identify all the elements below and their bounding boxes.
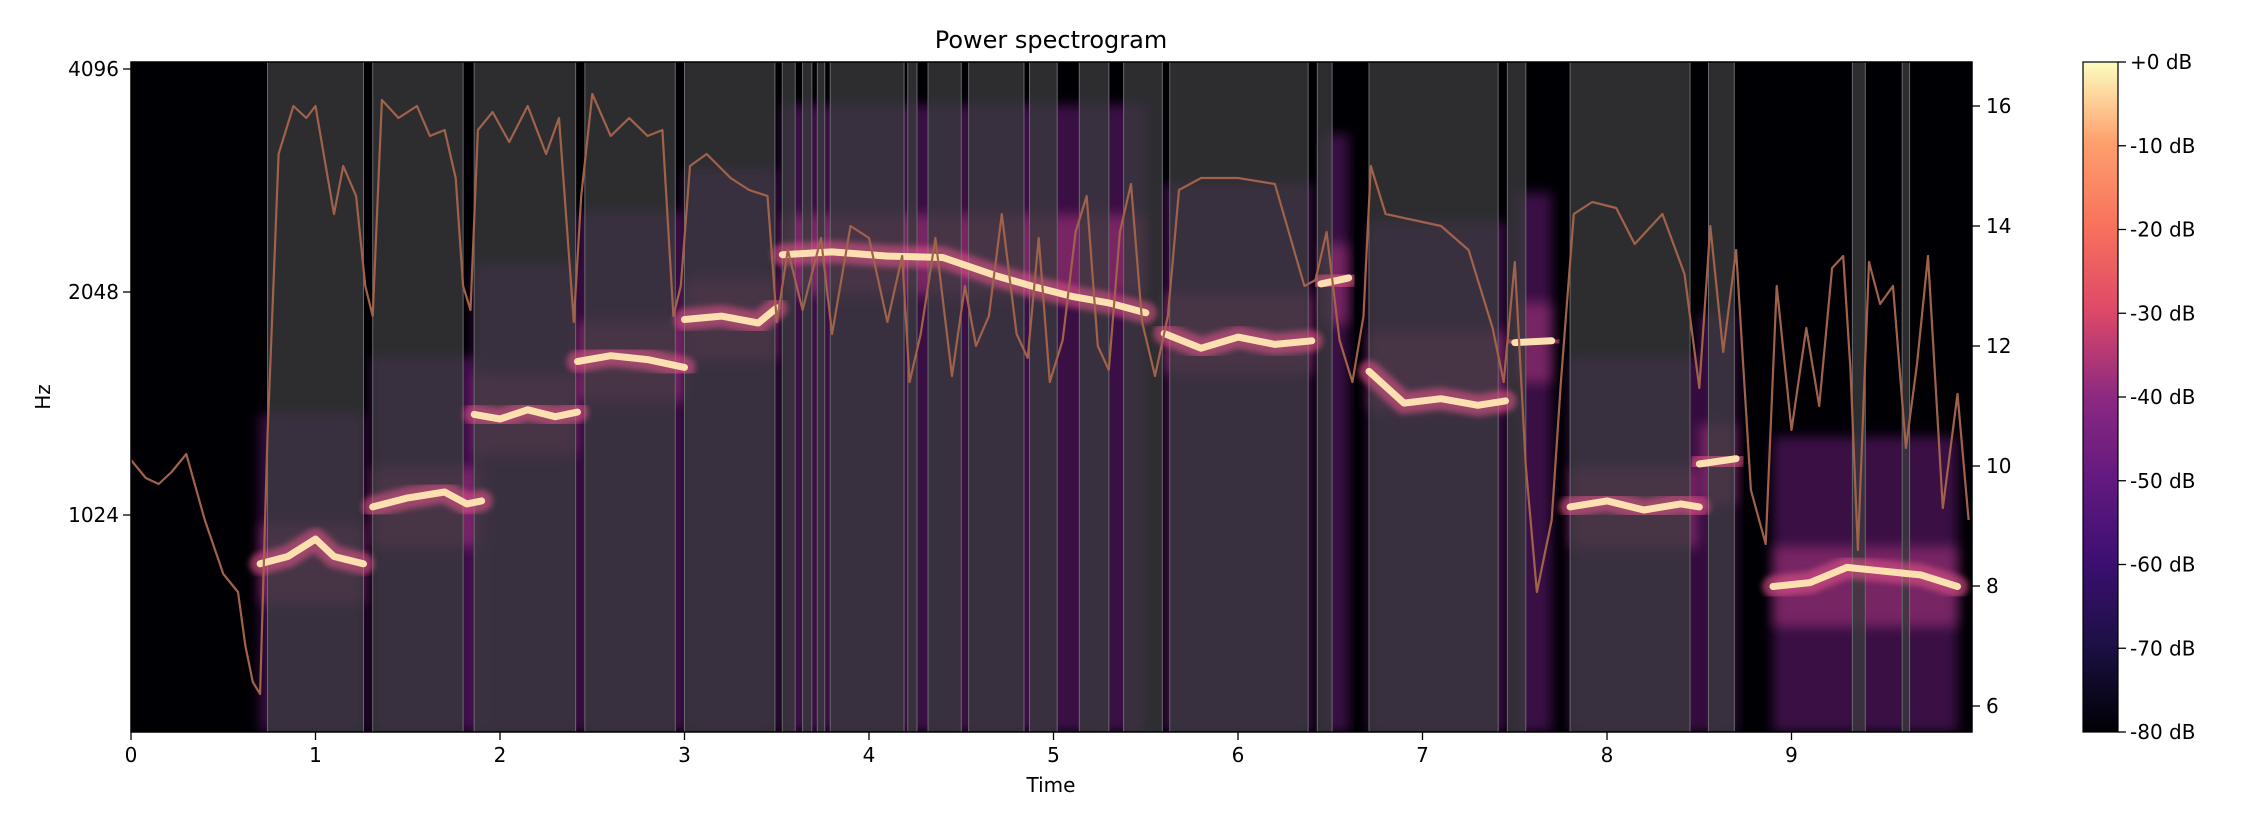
- x-tick-label: 0: [125, 743, 138, 767]
- overlay-curve-layer: [131, 92, 1970, 696]
- shaded-segment: [1169, 62, 1309, 732]
- shaded-segment: [816, 62, 826, 732]
- shaded-segment: [1029, 62, 1058, 732]
- colorbar-gradient: [2082, 61, 2119, 733]
- harmonic-track: [681, 304, 781, 327]
- shaded-segment: [1123, 62, 1163, 732]
- x-axis-title: Time: [1026, 773, 1076, 797]
- x-axis: 0 1 2 3 4 5 6 7 8 9: [125, 732, 1798, 767]
- harmonic-track: [1511, 337, 1556, 347]
- shaded-segment: [927, 62, 962, 732]
- harmonic-track: [369, 488, 486, 511]
- shaded-segment: [829, 62, 905, 732]
- harmonic-track: [574, 352, 688, 371]
- colorbar-tick-label: -50 dB: [2130, 469, 2195, 493]
- plot-area: [131, 62, 1972, 732]
- colorbar-tick-label: -30 dB: [2130, 301, 2195, 325]
- shaded-segment: [473, 62, 577, 732]
- harmonic-track: [470, 406, 581, 423]
- y2-tick-label: 8: [1986, 574, 1999, 598]
- y2-axis: 6 8 10 12 14 16: [1972, 94, 2011, 718]
- colorbar-tick-label: -80 dB: [2130, 720, 2195, 744]
- y-axis-title: Hz: [31, 384, 55, 410]
- shaded-segment: [1901, 62, 1911, 732]
- colorbar-tick-label: -60 dB: [2130, 553, 2195, 577]
- harmonic-track: [1566, 497, 1703, 514]
- harmonic-track: [256, 535, 367, 568]
- colorbar-axis: +0 dB -10 dB -20 dB -30 dB -40 dB -50 dB -60 d…: [2118, 50, 2195, 744]
- colorbar-tick-label: -40 dB: [2130, 385, 2195, 409]
- harmonic-track: [1365, 367, 1509, 409]
- y2-tick-label: 14: [1986, 214, 2011, 238]
- harmonic-track: [778, 248, 1150, 317]
- shaded-segment: [684, 62, 776, 732]
- y2-tick-label: 10: [1986, 454, 2011, 478]
- shaded-segment: [907, 62, 918, 732]
- chart-title: Power spectrogram: [935, 26, 1168, 54]
- x-tick-label: 5: [1047, 743, 1060, 767]
- shaded-segment: [1707, 62, 1735, 732]
- shaded-segment: [372, 62, 464, 732]
- shaded-segment: [1569, 62, 1691, 732]
- x-tick-label: 7: [1416, 743, 1429, 767]
- harmonic-track: [1695, 455, 1740, 468]
- x-tick-label: 6: [1232, 743, 1245, 767]
- plot-frame: [130, 61, 1973, 733]
- colorbar-tick-label: -70 dB: [2130, 636, 2195, 660]
- colorbar: +0 dB -10 dB -20 dB -30 dB -40 dB -50 dB -60 d…: [2082, 50, 2195, 744]
- shaded-segment: [1078, 62, 1110, 732]
- y2-tick-label: 6: [1986, 694, 1999, 718]
- y-tick-label: 2048: [68, 280, 119, 304]
- shaded-segment: [267, 62, 364, 732]
- x-tick-label: 8: [1601, 743, 1614, 767]
- shaded-segment: [802, 62, 813, 732]
- harmonic-track: [1769, 563, 1961, 590]
- y-tick-label: 1024: [68, 503, 119, 527]
- overlay-curve: [131, 92, 1970, 696]
- colorbar-tick-label: -20 dB: [2130, 218, 2195, 242]
- harmonic-track: [1160, 330, 1316, 352]
- x-tick-label: 3: [678, 743, 691, 767]
- y-tick-label: 4096: [68, 57, 119, 81]
- x-tick-label: 2: [494, 743, 507, 767]
- x-tick-label: 1: [309, 743, 322, 767]
- harmonic-track: [1317, 274, 1353, 288]
- harmonic-tracks: [249, 240, 1969, 598]
- shaded-segment: [1316, 62, 1333, 732]
- y2-tick-label: 12: [1986, 334, 2011, 358]
- shaded-segment: [781, 62, 796, 732]
- shaded-segment: [584, 62, 676, 732]
- x-tick-label: 9: [1785, 743, 1798, 767]
- shaded-segment: [968, 62, 1025, 732]
- colorbar-tick-label: +0 dB: [2130, 50, 2192, 74]
- x-tick-label: 4: [863, 743, 876, 767]
- y2-tick-label: 16: [1986, 94, 2011, 118]
- shaded-segments: [267, 62, 1911, 732]
- y-axis: 1024 2048 4096: [68, 57, 131, 527]
- colorbar-tick-label: -10 dB: [2130, 134, 2195, 158]
